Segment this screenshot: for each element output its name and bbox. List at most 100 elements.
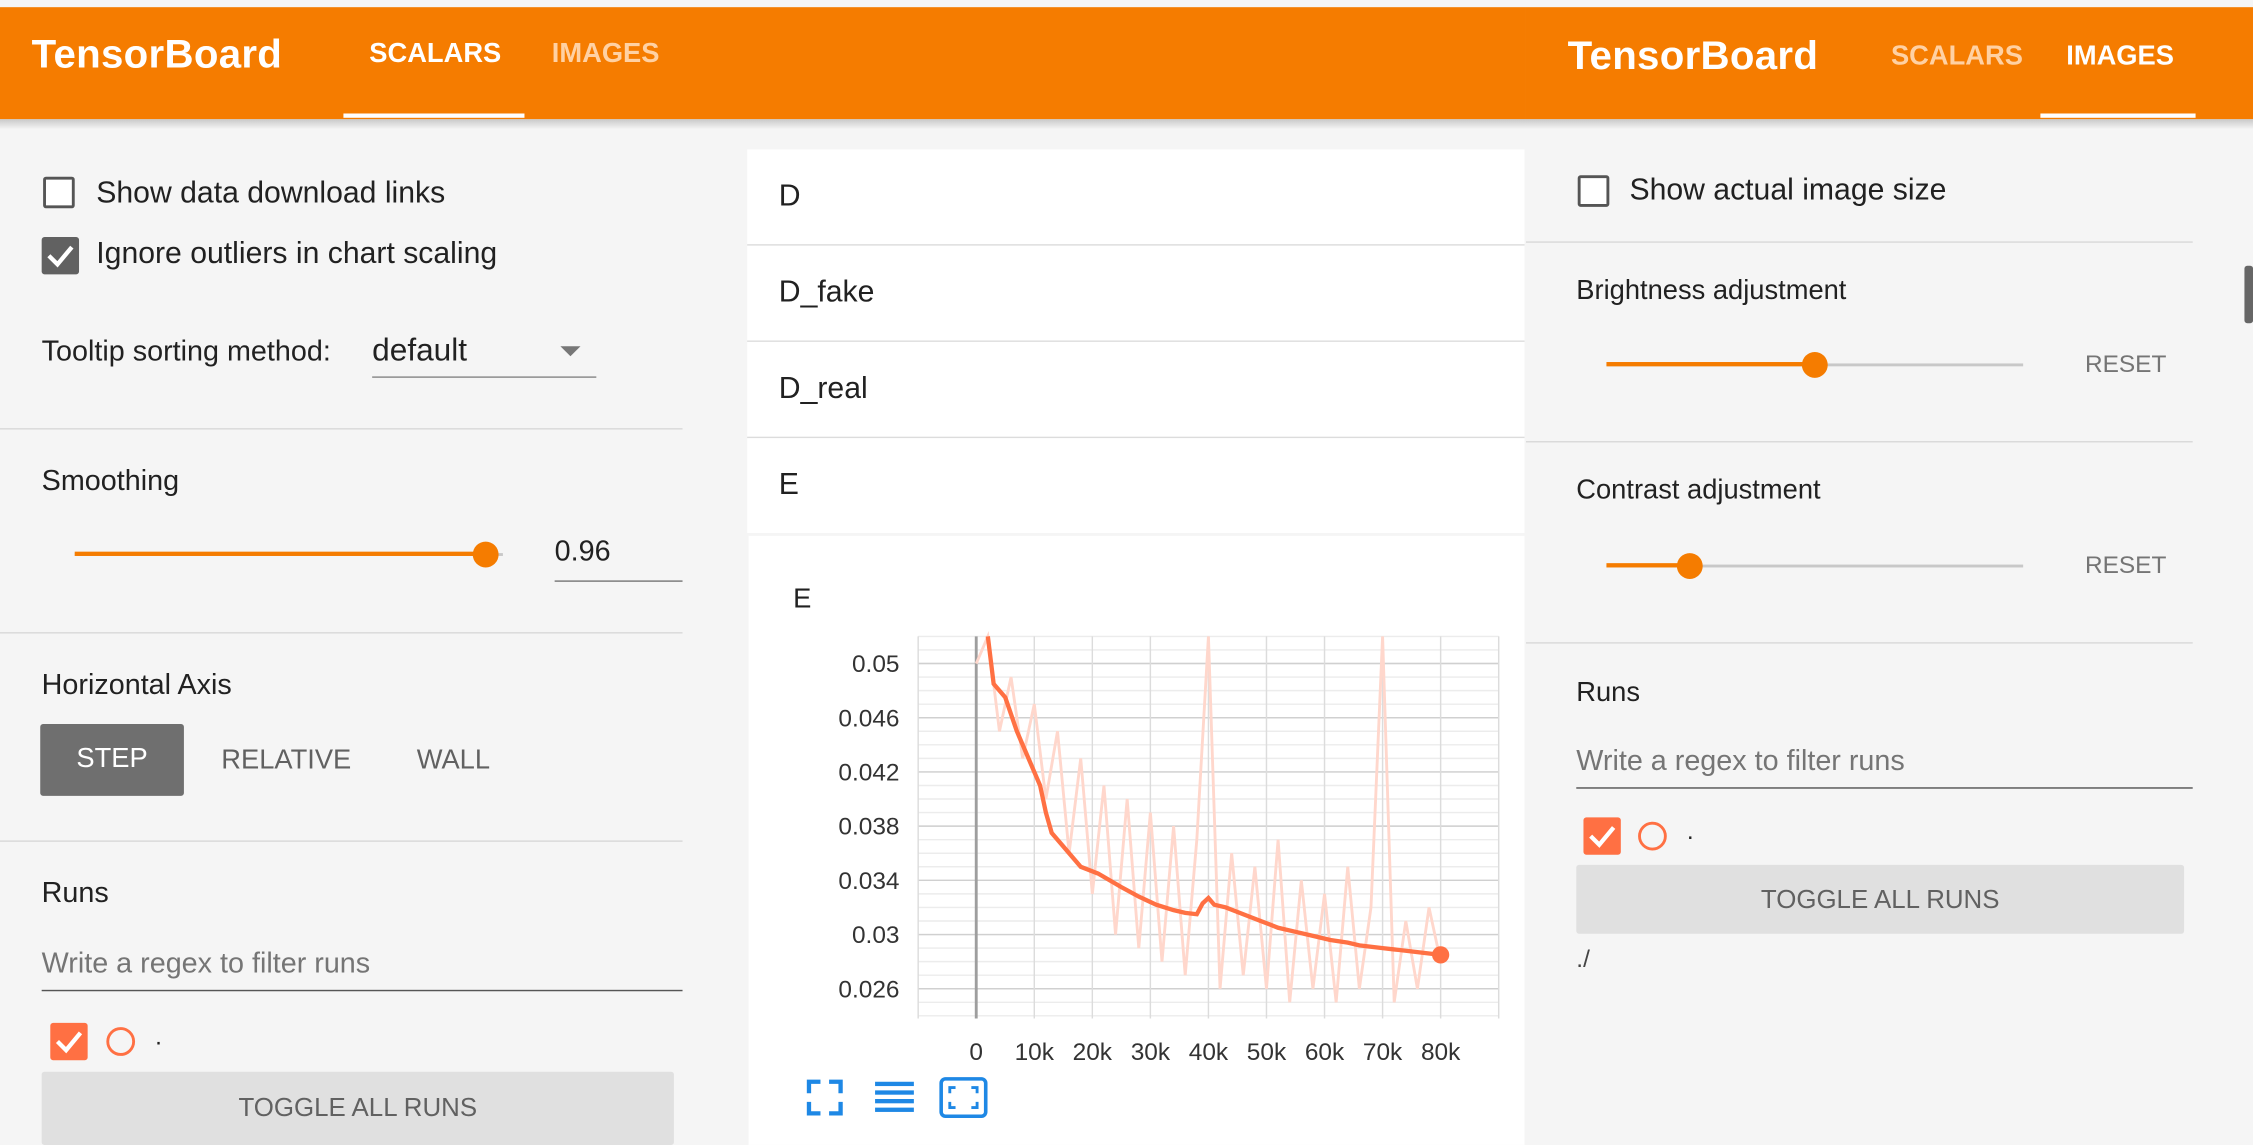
y-tick-label: 0.03 [852, 922, 900, 949]
zoom-extent-icon-corner [948, 1101, 956, 1110]
right-runs-filter-input[interactable]: Write a regex to filter runs [1576, 745, 1905, 778]
smoothed-series-line [985, 636, 1441, 958]
log-scale-icon[interactable] [875, 1081, 914, 1112]
zoom-extent-icon[interactable] [939, 1077, 988, 1119]
left-brand-title: TensorBoard [31, 31, 283, 77]
contrast-label: Contrast adjustment [1576, 475, 1821, 506]
category-d[interactable]: D [747, 149, 1525, 245]
zoom-extent-icon-frame [939, 1077, 988, 1119]
left-runs-label: Runs [41, 877, 109, 910]
category-e[interactable]: E [747, 438, 1525, 533]
right-run-checkbox[interactable] [1583, 817, 1621, 855]
y-tick-label: 0.038 [838, 814, 899, 841]
contrast-slider-knob[interactable] [1676, 553, 1703, 579]
right-tab-scalars[interactable]: SCALARS [1890, 41, 2023, 72]
x-tick-label: 50k [1247, 1039, 1287, 1066]
x-tick-label: 20k [1073, 1039, 1113, 1066]
right-toggle-all-runs-button[interactable]: TOGGLE ALL RUNS [1576, 864, 2185, 934]
category-separator [747, 436, 1525, 439]
smoothing-value-underline [554, 580, 683, 582]
left-toggle-all-runs-button[interactable]: TOGGLE ALL RUNS [41, 1071, 674, 1145]
x-tick-label: 10k [1015, 1039, 1055, 1066]
category-d-real-label: D_real [778, 372, 868, 406]
contrast-reset-button[interactable]: RESET [2084, 551, 2167, 579]
left-divider-2 [0, 632, 683, 634]
tooltip-sorting-value: default [372, 331, 468, 368]
right-tab-images[interactable]: IMAGES [2066, 41, 2174, 72]
right-runs-label: Runs [1576, 678, 1641, 709]
fit-domain-icon[interactable] [806, 1079, 843, 1116]
x-tick-label: 70k [1363, 1039, 1403, 1066]
y-tick-label: 0.05 [852, 651, 900, 678]
ignore-outliers-checkbox[interactable] [41, 237, 80, 275]
show-download-links-label: Show data download links [96, 176, 446, 210]
left-run-name: . [155, 1022, 162, 1051]
tooltip-sorting-select[interactable]: default [372, 328, 597, 380]
last-point-marker [1432, 946, 1450, 964]
y-tick-label: 0.042 [838, 760, 899, 787]
axis-relative-button[interactable]: RELATIVE [221, 745, 352, 776]
chart-title: E [793, 583, 811, 614]
left-tab-images[interactable]: IMAGES [551, 38, 660, 69]
right-brand-title: TensorBoard [1567, 33, 1819, 78]
chart-card: E 0.05 0.046 0.042 0.038 0.034 0.03 0.026 0 10k 20… [748, 535, 1525, 1145]
x-tick-label: 30k [1131, 1039, 1171, 1066]
right-tab-active-indicator [2040, 113, 2196, 118]
left-tab-scalars[interactable]: SCALARS [369, 38, 502, 69]
category-d-label: D [778, 179, 801, 213]
left-runs-filter-input[interactable]: Write a regex to filter runs [41, 948, 371, 980]
y-tick-label: 0.046 [838, 705, 899, 732]
category-d-fake-label: D_fake [778, 275, 875, 309]
log-scale-icon-bar [875, 1107, 914, 1112]
tooltip-sorting-label: Tooltip sorting method: [41, 336, 331, 368]
fit-domain-icon-stroke [806, 1079, 821, 1094]
x-tick-label: 60k [1305, 1039, 1345, 1066]
axis-step-button[interactable]: STEP [40, 724, 184, 796]
category-separator [747, 340, 1525, 342]
right-divider-1 [1525, 241, 2193, 243]
smoothing-slider[interactable] [74, 540, 503, 569]
right-run-path: ./ [1576, 945, 1590, 973]
brightness-slider-knob[interactable] [1801, 351, 1828, 378]
dropdown-arrow-icon [560, 346, 581, 357]
left-run-color-dot[interactable] [106, 1027, 136, 1056]
right-runs-filter-underline [1576, 787, 2193, 789]
right-divider-2 [1525, 441, 2193, 443]
left-divider-1 [0, 428, 683, 430]
smoothing-label: Smoothing [41, 465, 180, 498]
left-run-checkbox[interactable] [50, 1022, 88, 1061]
log-scale-icon-bar [875, 1098, 914, 1104]
ignore-outliers-label: Ignore outliers in chart scaling [96, 237, 498, 271]
show-download-links-checkbox[interactable] [43, 176, 75, 209]
contrast-slider-track [1606, 564, 2024, 568]
category-d-fake[interactable]: D_fake [747, 245, 1525, 341]
x-tick-label: 0 [969, 1039, 983, 1066]
right-top-bar [1525, 7, 2253, 120]
right-scrollbar-thumb[interactable] [2244, 265, 2253, 324]
y-tick-label: 0.026 [838, 976, 899, 1003]
contrast-slider-fill [1606, 563, 1690, 568]
brightness-slider-fill [1606, 362, 1815, 367]
tooltip-sorting-underline [372, 376, 597, 378]
fit-domain-icon-stroke [806, 1101, 821, 1116]
right-run-color-dot[interactable] [1638, 821, 1667, 851]
left-divider-3 [0, 840, 683, 842]
contrast-slider[interactable] [1606, 552, 2024, 581]
y-tick-label: 0.034 [838, 868, 899, 895]
log-scale-icon-bar [875, 1090, 914, 1095]
smoothing-slider-knob[interactable] [472, 541, 499, 568]
show-actual-size-checkbox[interactable] [1577, 175, 1610, 207]
left-top-bar [0, 7, 1526, 120]
scalar-chart[interactable]: E 0.05 0.046 0.042 0.038 0.034 0.03 0.026 0 10k 20… [749, 536, 1525, 1145]
smoothing-value-input[interactable]: 0.96 [554, 535, 611, 568]
right-run-name: . [1686, 817, 1694, 845]
brightness-label: Brightness adjustment [1576, 275, 1847, 306]
brightness-slider[interactable] [1606, 351, 2024, 380]
checkmark-icon [55, 1031, 83, 1054]
zoom-extent-icon-corner [948, 1086, 956, 1094]
category-separator [747, 244, 1525, 246]
category-d-real[interactable]: D_real [747, 341, 1525, 437]
axis-wall-button[interactable]: WALL [416, 745, 491, 776]
brightness-reset-button[interactable]: RESET [2084, 350, 2167, 378]
